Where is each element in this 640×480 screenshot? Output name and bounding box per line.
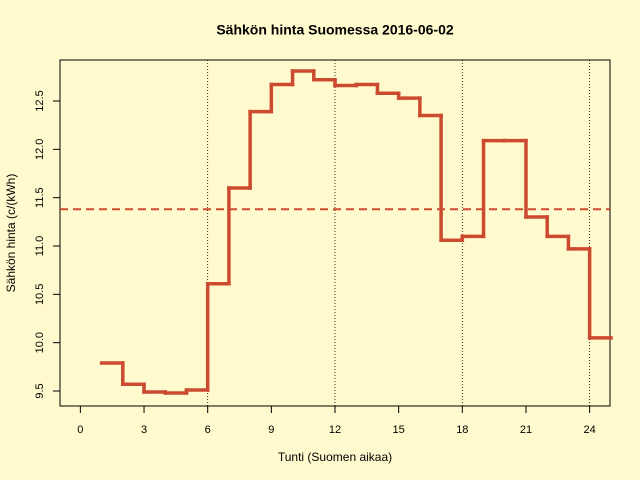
x-tick-label: 21 — [520, 424, 532, 436]
y-tick-label: 9.5 — [34, 383, 46, 398]
x-tick-label: 3 — [141, 424, 147, 436]
x-tick-label: 18 — [456, 424, 468, 436]
y-tick-label: 12.0 — [34, 139, 46, 160]
chart-title: Sähkön hinta Suomessa 2016-06-02 — [216, 22, 454, 38]
x-tick-label: 6 — [205, 424, 211, 436]
y-axis-label: Sähkön hinta (c/(kWh) — [4, 174, 18, 293]
y-tick-label: 10.5 — [34, 284, 46, 305]
x-tick-label: 12 — [329, 424, 341, 436]
y-tick-label: 11.5 — [34, 187, 46, 208]
x-tick-label: 9 — [268, 424, 274, 436]
y-tick-label: 12.5 — [34, 90, 46, 111]
x-tick-label: 24 — [584, 424, 596, 436]
x-tick-label: 15 — [393, 424, 405, 436]
y-tick-label: 11.0 — [34, 236, 46, 257]
x-axis-label: Tunti (Suomen aikaa) — [278, 450, 392, 464]
x-tick-label: 0 — [77, 424, 83, 436]
y-tick-label: 10.0 — [34, 332, 46, 353]
